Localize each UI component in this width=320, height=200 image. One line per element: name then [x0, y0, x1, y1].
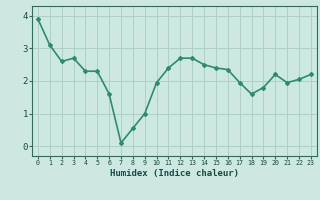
X-axis label: Humidex (Indice chaleur): Humidex (Indice chaleur)	[110, 169, 239, 178]
